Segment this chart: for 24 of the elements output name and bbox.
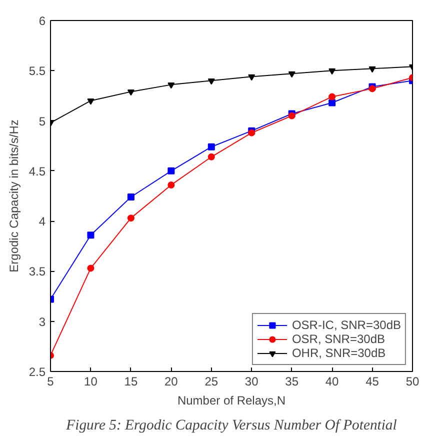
x-tick-label: 50 — [406, 374, 420, 388]
y-tick-label: 4.5 — [28, 164, 46, 178]
caption: Figure 5: Ergodic Capacity Versus Number Of Potential — [65, 418, 397, 434]
x-tick-label: 20 — [164, 374, 178, 388]
y-tick-label: 5.5 — [28, 64, 46, 78]
y-tick-label: 6 — [38, 14, 46, 28]
y-tick-label: 5 — [38, 114, 46, 128]
x-tick-label: 15 — [124, 374, 138, 388]
y-tick-label: 3.5 — [28, 264, 46, 279]
x-tick-label: 5 — [47, 374, 54, 388]
legend-label: OSR-IC, SNR=30dB — [292, 318, 401, 332]
y-axis-title: Ergodic Capacity in bits/s/Hz — [6, 120, 21, 272]
y-tick-label: 4 — [38, 214, 46, 229]
legend-label: OSR, SNR=30dB — [292, 332, 385, 346]
x-tick-label: 10 — [84, 374, 98, 388]
x-tick-label: 35 — [285, 374, 299, 388]
x-tick-label: 40 — [325, 374, 340, 388]
x-axis-title: Number of Relays,N — [177, 394, 286, 408]
x-tick-label: 45 — [366, 374, 380, 388]
y-tick-label: 2.5 — [28, 365, 46, 379]
y-tick-label: 3 — [38, 314, 46, 329]
x-tick-label: 30 — [244, 374, 259, 388]
x-tick-label: 25 — [204, 374, 218, 388]
legend-label: OHR, SNR=30dB — [292, 346, 386, 360]
